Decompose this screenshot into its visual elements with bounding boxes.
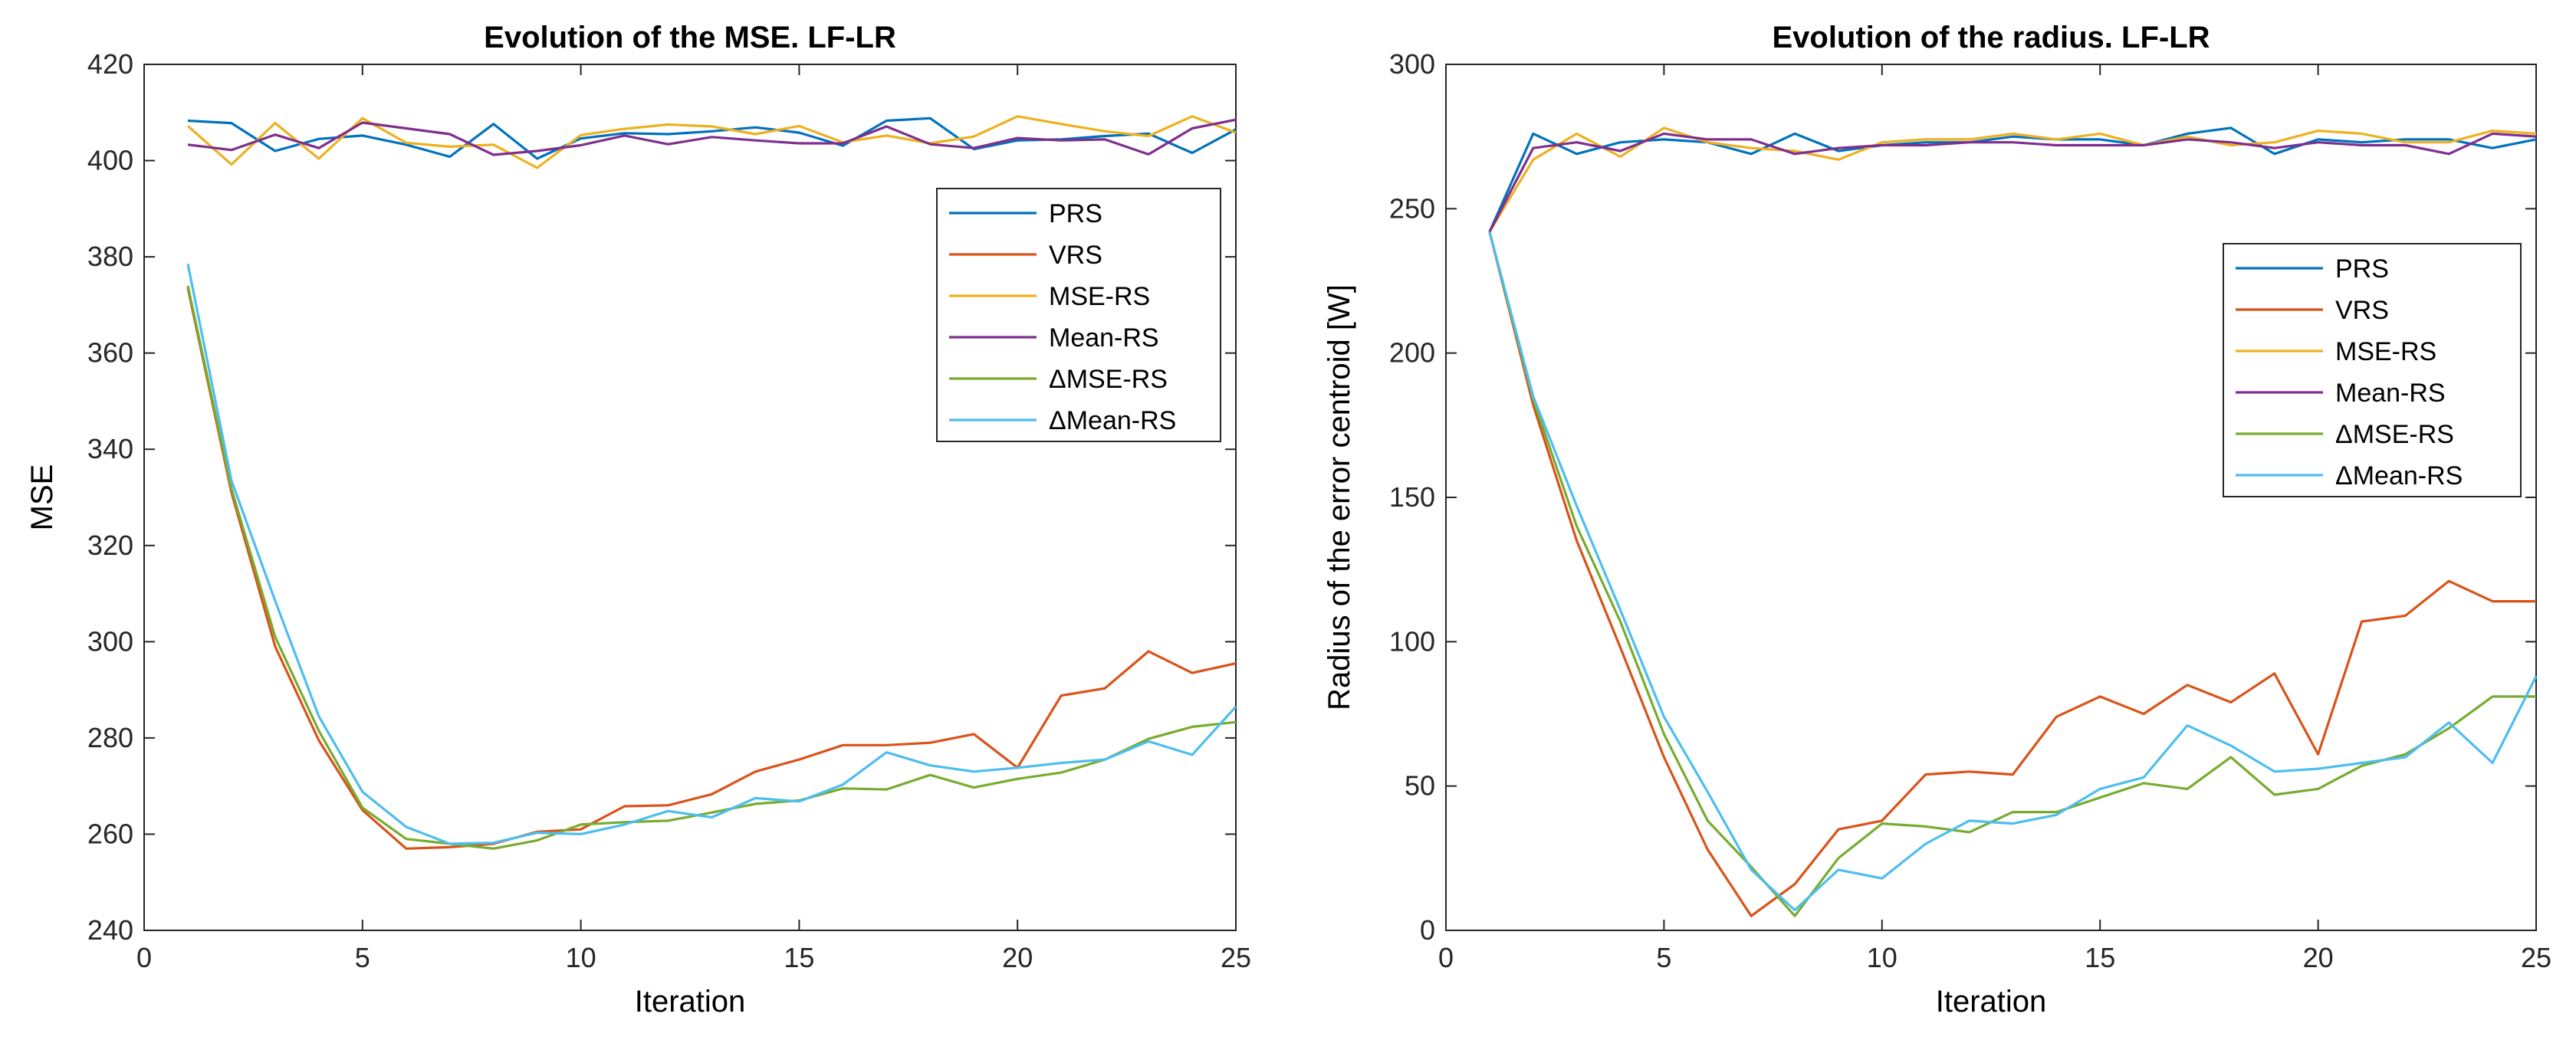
- legend-entry: MSE-RS: [2335, 337, 2436, 366]
- y-axis-label: MSE: [25, 464, 59, 531]
- x-tick-label: 0: [136, 942, 152, 973]
- y-tick-label: 260: [87, 818, 133, 849]
- legend-box: [2223, 243, 2522, 497]
- x-tick-label: 15: [2085, 942, 2115, 973]
- x-tick-label: 10: [566, 942, 596, 973]
- y-tick-label: 400: [87, 145, 133, 176]
- legend-entry: MSE-RS: [1049, 282, 1150, 311]
- x-tick-label: 5: [355, 942, 370, 973]
- x-tick-label: 5: [1656, 942, 1671, 973]
- y-tick-label: 300: [1389, 48, 1435, 80]
- legend-entry: VRS: [1049, 241, 1102, 270]
- x-tick-label: 15: [784, 942, 814, 973]
- chart-title: Evolution of the radius. LF-LR: [1772, 21, 2210, 54]
- chart-1: 0 5 10 15 20 25 240 260 280 300 320 340 360 380 400 420…: [25, 21, 1251, 1019]
- y-tick-label: 200: [1389, 337, 1435, 369]
- series-line-vrs: [1488, 231, 2536, 917]
- legend-entry: PRS: [2335, 254, 2389, 284]
- x-tick-label: 25: [1221, 942, 1251, 973]
- x-tick-label: 20: [1002, 942, 1033, 973]
- y-tick-label: 340: [87, 433, 133, 464]
- x-axis-label: Iteration: [635, 985, 746, 1019]
- legend-entry: Mean-RS: [2335, 379, 2446, 408]
- legend-box: [936, 188, 1221, 442]
- series-line-delta-mse-rs: [186, 285, 1237, 850]
- y-tick-label: 150: [1389, 481, 1435, 513]
- y-tick-label: 50: [1405, 770, 1435, 802]
- y-tick-label: 100: [1389, 625, 1435, 657]
- y-tick-label: 240: [87, 914, 133, 946]
- y-axis-label: Radius of the error centroid [W]: [1322, 284, 1356, 710]
- y-tick-label: 280: [87, 722, 133, 753]
- legend-entry: ΔMean-RS: [1049, 406, 1176, 435]
- series-line-prs: [1488, 126, 2537, 233]
- chart-title: Evolution of the MSE. LF-LR: [484, 21, 896, 54]
- x-tick-label: 0: [1438, 942, 1454, 973]
- series-line-mse-rs: [186, 115, 1237, 169]
- x-tick-label: 20: [2303, 942, 2334, 973]
- y-tick-label: 380: [87, 241, 133, 272]
- legend-entry: ΔMean-RS: [2335, 461, 2463, 490]
- x-tick-label: 25: [2521, 942, 2551, 973]
- legend-entry: ΔMSE-RS: [1049, 365, 1168, 394]
- legend-entry: Mean-RS: [1049, 323, 1159, 353]
- legend-entry: VRS: [2335, 296, 2389, 325]
- y-tick-label: 0: [1420, 914, 1435, 946]
- y-tick-label: 300: [87, 625, 133, 657]
- series-line-delta-mean-rs: [1488, 231, 2538, 912]
- y-tick-label: 250: [1389, 192, 1435, 224]
- x-axis-label: Iteration: [1936, 985, 2047, 1019]
- series-line-mean-rs: [1488, 132, 2537, 233]
- x-tick-label: 10: [1867, 942, 1898, 973]
- series-line-delta-mse-rs: [1488, 231, 2536, 917]
- legend-entry: ΔMSE-RS: [2335, 420, 2454, 449]
- legend: PRS VRS MSE-RS Mean-RS ΔMSE-RS ΔMean-RS: [2223, 243, 2522, 497]
- legend-entry: PRS: [1049, 199, 1102, 228]
- y-tick-label: 420: [87, 48, 133, 80]
- series-line-vrs: [186, 287, 1237, 850]
- series-line-delta-mean-rs: [186, 264, 1237, 845]
- legend: PRS VRS MSE-RS Mean-RS ΔMSE-RS ΔMean-RS: [936, 188, 1221, 442]
- y-tick-label: 320: [87, 530, 133, 561]
- y-tick-label: 360: [87, 337, 133, 369]
- series-line-mean-rs: [187, 118, 1237, 156]
- series-line-mse-rs: [1488, 126, 2537, 233]
